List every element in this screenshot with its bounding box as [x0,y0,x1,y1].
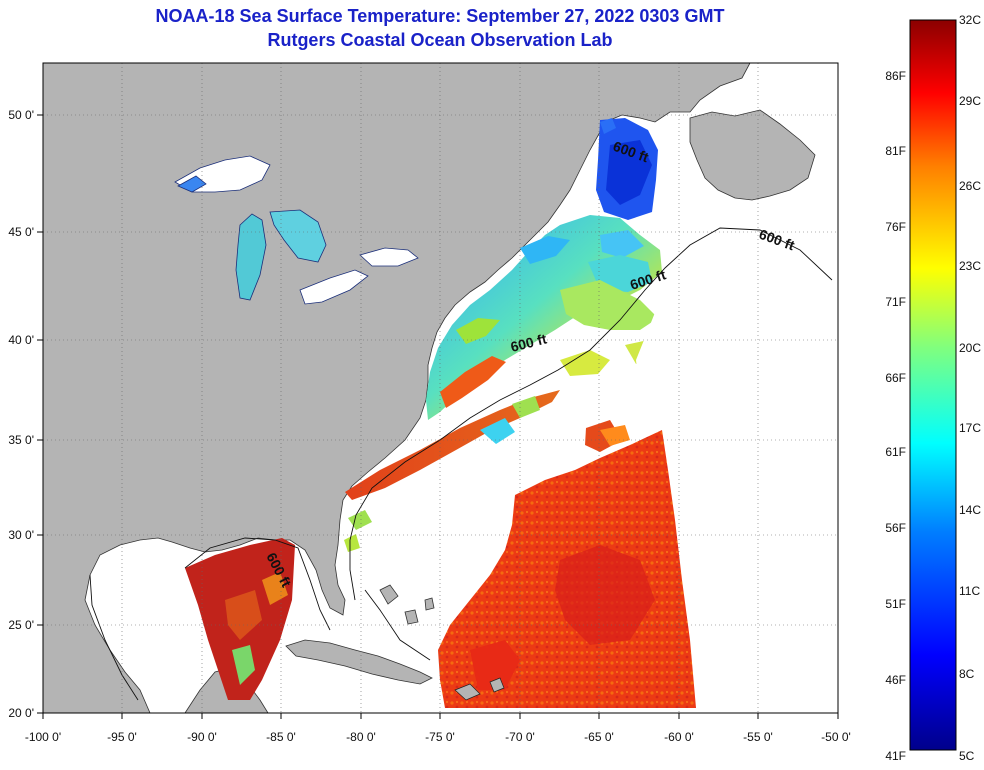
bahamas-land [379,584,435,625]
colorbar-fahrenheit-label: 41F [885,749,906,763]
colorbar-celsius-label: 32C [959,13,981,27]
colorbar-fahrenheit-label: 46F [885,673,906,687]
gulf-of-mexico-sst [185,538,295,700]
colorbar-fahrenheit-label: 71F [885,295,906,309]
x-tick-label: -85 0' [266,730,296,744]
y-tick-label: 20 0' [8,706,34,720]
caribbean-islands [454,677,505,701]
x-axis-labels: -100 0' -95 0' -90 0' -85 0' -80 0' -75 … [25,730,851,744]
colorbar-celsius-label: 26C [959,179,981,193]
x-tick-label: -80 0' [346,730,376,744]
colorbar-celsius-label: 23C [959,259,981,273]
graticule [43,63,838,713]
y-tick-label: 45 0' [8,225,34,239]
x-tick-label: -95 0' [107,730,137,744]
x-tick-label: -100 0' [25,730,61,744]
colorbar-celsius-label: 14C [959,503,981,517]
lake-ontario [359,247,419,267]
x-tick-label: -50 0' [821,730,851,744]
x-tick-label: -55 0' [743,730,773,744]
colorbar [909,19,957,751]
cuba-land [285,639,433,685]
axes-ticks [37,114,839,719]
colorbar-celsius-label: 11C [959,584,980,598]
x-tick-label: -60 0' [664,730,694,744]
y-tick-label: 35 0' [8,433,34,447]
x-tick-label: -65 0' [584,730,614,744]
y-tick-label: 40 0' [8,333,34,347]
lake-huron [269,209,327,263]
colorbar-celsius-label: 20C [959,341,981,355]
lake-erie [299,269,369,305]
depth-contour-600ft [89,227,833,701]
x-tick-label: -75 0' [425,730,455,744]
colorbar-fahrenheit-label: 76F [885,220,906,234]
y-axis-labels: 50 0' 45 0' 40 0' 35 0' 30 0' 25 0' 20 0… [8,108,34,720]
lake-michigan [235,213,267,301]
newfoundland-land [689,109,816,201]
y-tick-label: 30 0' [8,528,34,542]
colorbar-fahrenheit-label: 51F [885,597,906,611]
y-tick-label: 25 0' [8,618,34,632]
great-lakes [174,155,419,305]
colorbar-fahrenheit-labels: 86F 81F 76F 71F 66F 61F 56F 51F 46F 41F [885,69,906,763]
x-tick-label: -70 0' [505,730,535,744]
colorbar-fahrenheit-label: 61F [885,445,906,459]
coastal-sst [426,215,662,420]
colorbar-celsius-label: 17C [959,421,981,435]
map-title: NOAA-18 Sea Surface Temperature: Septemb… [155,6,725,26]
colorbar-celsius-label: 5C [959,749,975,763]
y-tick-label: 50 0' [8,108,34,122]
subtropical-sst [438,300,696,708]
colorbar-celsius-label: 29C [959,94,981,108]
colorbar-fahrenheit-label: 81F [885,144,906,158]
colorbar-fahrenheit-label: 66F [885,371,906,385]
colorbar-fahrenheit-label: 56F [885,521,906,535]
map-subtitle: Rutgers Coastal Ocean Observation Lab [267,30,613,50]
land-masses [42,62,816,714]
x-tick-label: -90 0' [187,730,217,744]
colorbar-fahrenheit-label: 86F [885,69,906,83]
st-lawrence-sst [596,118,658,220]
colorbar-celsius-labels: 32C 29C 26C 23C 20C 17C 14C 11C 8C 5C [959,13,981,763]
colorbar-celsius-label: 8C [959,667,975,681]
